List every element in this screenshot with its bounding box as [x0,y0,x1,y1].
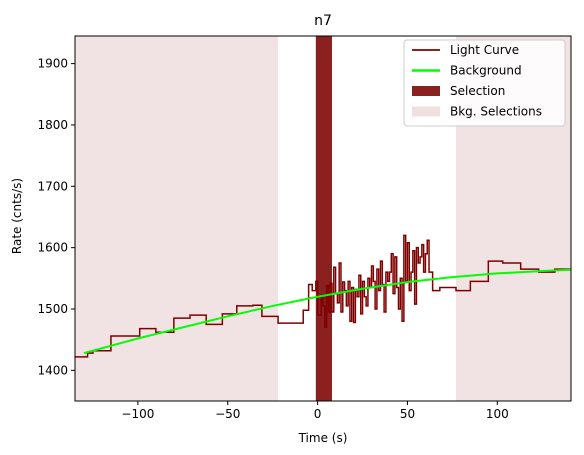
y-axis-ticks: 1400 1500 1600 1700 1800 1900 [37,57,75,377]
y-tick-label: 1900 [37,57,68,71]
background-layer [83,268,572,355]
background-fit-line [83,268,572,355]
source-selection-region [315,36,332,401]
plot-frame [74,35,572,402]
y-tick-label: 1400 [37,363,68,377]
x-tick-label: 50 [400,407,415,421]
y-tick-label: 1600 [37,241,68,255]
legend-swatch [412,106,440,117]
y-tick-label: 1800 [37,118,68,132]
x-tick-label: 0 [314,407,322,421]
y-tick-label: 1700 [37,179,68,193]
light-curve-layer [75,234,571,358]
x-axis-ticks: −100 −50 0 50 100 [121,401,509,421]
chart-title: n7 [314,13,332,29]
bkg-selection-region [75,36,279,401]
selection-layer [315,36,332,401]
legend-label: Background [450,64,522,78]
x-axis-label: Time (s) [298,431,348,445]
legend: Light Curve Background Selection Bkg. Selec… [403,39,566,127]
x-tick-label: −50 [215,407,240,421]
legend-swatch [412,86,440,96]
legend-box [403,39,566,127]
legend-label: Bkg. Selections [450,105,542,119]
x-tick-label: −100 [121,407,154,421]
legend-label: Light Curve [450,43,519,57]
y-axis-label: Rate (cnts/s) [10,178,24,254]
light-curve-line [75,234,571,358]
legend-label: Selection [450,84,505,98]
x-tick-label: 100 [486,407,509,421]
y-tick-label: 1500 [37,302,68,316]
